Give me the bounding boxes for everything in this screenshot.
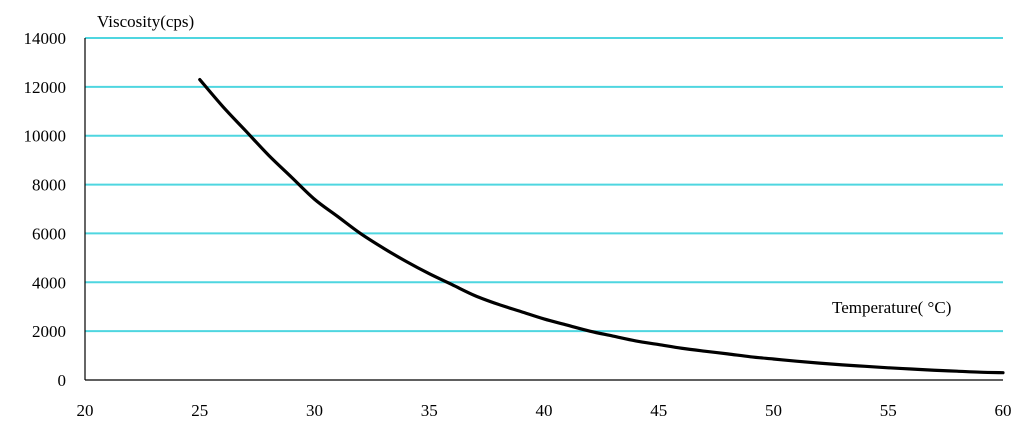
- y-tick-label: 8000: [32, 176, 66, 195]
- x-axis-title: Temperature( °C): [832, 298, 951, 317]
- x-tick-label: 35: [421, 401, 438, 420]
- y-tick-labels: 0 2000 4000 6000 8000 10000 12000 14000: [24, 29, 67, 390]
- y-tick-label: 6000: [32, 224, 66, 243]
- x-tick-label: 25: [191, 401, 208, 420]
- x-tick-label: 55: [880, 401, 897, 420]
- x-tick-labels: 20 25 30 35 40 45 50 55 60: [77, 401, 1012, 420]
- x-tick-label: 20: [77, 401, 94, 420]
- axes: [84, 38, 1003, 381]
- viscosity-curve: [198, 77, 1005, 375]
- grid-lines: [85, 37, 1003, 333]
- y-tick-label: 4000: [32, 273, 66, 292]
- y-axis-title: Viscosity(cps): [97, 12, 194, 31]
- y-tick-label: 0: [58, 371, 67, 390]
- y-tick-label: 10000: [24, 127, 67, 146]
- y-tick-label: 2000: [32, 322, 66, 341]
- y-tick-label: 14000: [24, 29, 67, 48]
- x-tick-label: 50: [765, 401, 782, 420]
- x-tick-label: 45: [650, 401, 667, 420]
- y-tick-label: 12000: [24, 78, 67, 97]
- x-tick-label: 40: [536, 401, 553, 420]
- x-tick-label: 60: [995, 401, 1012, 420]
- x-tick-label: 30: [306, 401, 323, 420]
